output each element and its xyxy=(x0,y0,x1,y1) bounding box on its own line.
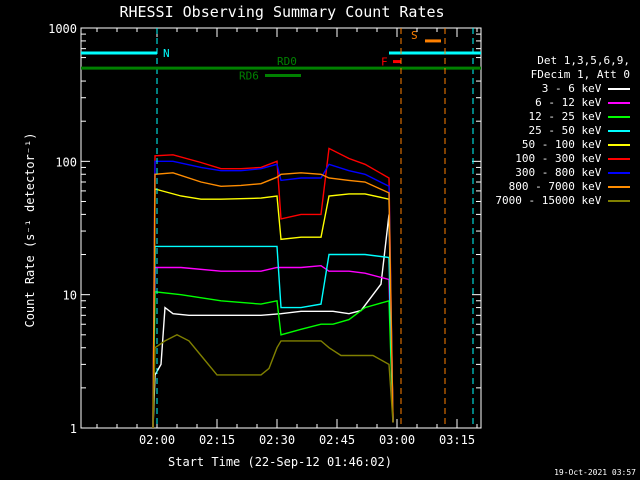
state-label-RD6: RD6 xyxy=(239,70,259,83)
footer-timestamp: 19-Oct-2021 03:57 xyxy=(554,468,636,477)
x-axis-label: Start Time (22-Sep-12 01:46:02) xyxy=(168,455,392,469)
legend-header-line: Det 1,3,5,6,9, xyxy=(537,54,630,67)
y-axis-label: Count Rate (s⁻¹ detector⁻¹) xyxy=(23,132,37,327)
legend-label: 25 - 50 keV xyxy=(528,124,608,137)
legend-swatch xyxy=(608,200,630,202)
legend-swatch xyxy=(608,158,630,160)
legend-label: 100 - 300 keV xyxy=(515,152,608,165)
state-label-F: F xyxy=(381,56,388,69)
legend-label: 12 - 25 keV xyxy=(528,110,608,123)
state-label-S: S xyxy=(411,29,418,42)
y-tick-label: 100 xyxy=(55,155,77,169)
series-layer xyxy=(152,147,394,429)
plot-frame xyxy=(80,27,482,429)
legend-entry: 7000 - 15000 keV xyxy=(495,194,630,207)
y-tick-label: 1 xyxy=(70,422,77,436)
legend-entry: 50 - 100 keV xyxy=(522,138,630,151)
state-label-RD0: RD0 xyxy=(277,55,297,68)
legend-swatch xyxy=(608,116,630,118)
legend-swatch xyxy=(608,88,630,90)
series-line-1 xyxy=(152,264,394,429)
series-line-6 xyxy=(152,160,394,429)
series-line-4 xyxy=(152,188,394,429)
x-tick-label: 03:15 xyxy=(439,433,475,447)
legend-label: 300 - 800 keV xyxy=(515,166,608,179)
legend-entry: 100 - 300 keV xyxy=(515,152,630,165)
series-line-8 xyxy=(152,334,394,429)
legend-swatch xyxy=(608,172,630,174)
legend-entry: 12 - 25 keV xyxy=(529,110,630,123)
x-tick-label: 02:45 xyxy=(319,433,355,447)
legend-swatch xyxy=(608,130,630,132)
series-line-2 xyxy=(152,291,394,429)
legend-label: 6 - 12 keV xyxy=(535,96,608,109)
legend-swatch xyxy=(608,144,630,146)
state-bars-layer: N RD0 RD6 F S xyxy=(81,28,481,428)
legend-entry: 800 - 7000 keV xyxy=(509,180,630,193)
chart-title: RHESSI Observing Summary Count Rates xyxy=(119,3,444,21)
legend-header-line: FDecim 1, Att 0 xyxy=(530,68,630,81)
x-tick-label: 02:30 xyxy=(259,433,295,447)
legend-label: 50 - 100 keV xyxy=(521,138,608,151)
legend-label: 800 - 7000 keV xyxy=(508,180,608,193)
series-line-3 xyxy=(152,245,394,429)
legend-swatch xyxy=(608,102,630,104)
x-tick-label: 02:15 xyxy=(199,433,235,447)
state-label-N: N xyxy=(163,47,170,60)
legend-entry: 300 - 800 keV xyxy=(515,166,630,179)
legend-label: 3 - 6 keV xyxy=(541,82,608,95)
series-line-5 xyxy=(152,147,394,429)
legend-entry: 25 - 50 keV xyxy=(529,124,630,137)
plot-axes: 1 10 100 1000 02:00 02:15 02:30 02:45 03:00 03:15 xyxy=(48,22,482,447)
x-tick-label: 03:00 xyxy=(379,433,415,447)
legend-swatch xyxy=(608,186,630,188)
legend-entry: 3 - 6 keV xyxy=(542,82,630,95)
series-line-0 xyxy=(152,214,394,429)
y-tick-label: 1000 xyxy=(48,22,77,36)
series-line-7 xyxy=(152,172,394,429)
legend-label: 7000 - 15000 keV xyxy=(495,194,608,207)
x-tick-label: 02:00 xyxy=(139,433,175,447)
y-tick-label: 10 xyxy=(63,289,77,303)
legend-entry: 6 - 12 keV xyxy=(535,96,630,109)
